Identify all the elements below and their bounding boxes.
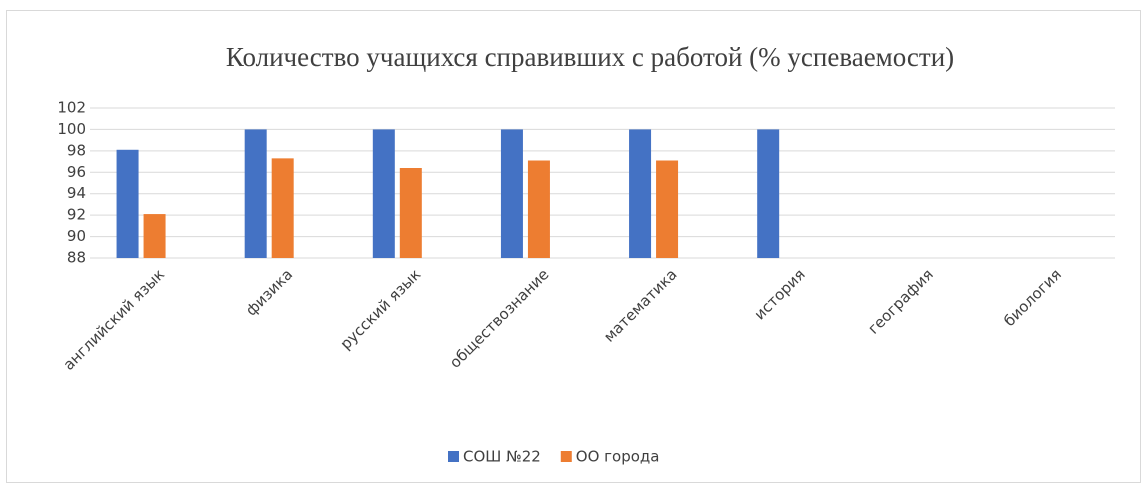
bar: [656, 160, 679, 258]
bar: [629, 129, 652, 258]
y-tick-label: 88: [67, 249, 86, 267]
bar: [244, 129, 267, 258]
y-tick-label: 94: [67, 184, 86, 202]
bar: [143, 214, 166, 258]
legend-label: ОО города: [576, 448, 660, 466]
chart-title: Количество учащихся справивших с работой…: [226, 42, 954, 72]
bar: [500, 129, 523, 258]
y-tick-label: 92: [67, 206, 86, 224]
legend-swatch: [448, 451, 459, 462]
bar: [757, 129, 780, 258]
bar: [527, 160, 550, 258]
bar: [399, 168, 422, 258]
bar: [116, 149, 139, 258]
y-tick-label: 96: [67, 163, 86, 181]
chart-frame: [6, 10, 1141, 483]
y-tick-label: 90: [67, 227, 86, 245]
legend-swatch: [560, 451, 572, 462]
legend-label: СОШ №22: [463, 448, 541, 466]
bar: [372, 129, 395, 258]
bar: [271, 158, 294, 258]
y-tick-label: 102: [57, 99, 86, 117]
y-tick-label: 98: [67, 141, 86, 159]
y-tick-label: 100: [57, 120, 86, 138]
